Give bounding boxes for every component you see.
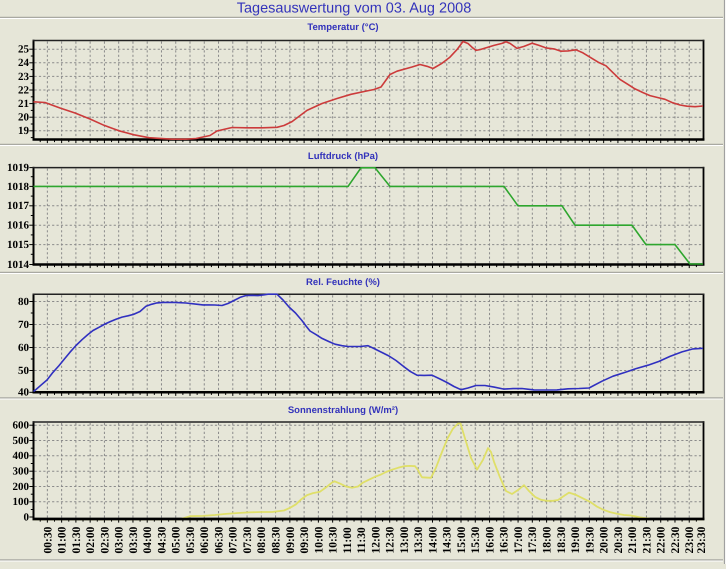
svg-text:13:00: 13:00 (399, 526, 411, 553)
svg-text:0: 0 (24, 511, 30, 523)
svg-text:600: 600 (13, 420, 30, 432)
svg-text:23:30: 23:30 (696, 526, 708, 553)
svg-text:20: 20 (18, 112, 30, 124)
svg-text:Sonnenstrahlung (W/m²): Sonnenstrahlung (W/m²) (288, 405, 398, 416)
svg-text:21: 21 (18, 98, 29, 110)
svg-text:09:30: 09:30 (299, 526, 311, 553)
svg-text:20:30: 20:30 (613, 526, 625, 553)
svg-text:1014: 1014 (7, 259, 30, 271)
svg-text:15:30: 15:30 (470, 526, 482, 553)
svg-text:16:30: 16:30 (499, 526, 511, 553)
svg-text:00:30: 00:30 (42, 526, 54, 553)
svg-text:22:00: 22:00 (656, 526, 668, 553)
svg-text:10:30: 10:30 (328, 526, 340, 553)
svg-text:04:00: 04:00 (142, 526, 154, 553)
svg-text:05:00: 05:00 (171, 526, 183, 553)
svg-text:40: 40 (18, 387, 30, 399)
svg-text:03:00: 03:00 (114, 526, 126, 553)
svg-text:100: 100 (13, 496, 30, 508)
svg-text:14:00: 14:00 (427, 526, 439, 553)
svg-text:Rel. Feuchte (%): Rel. Feuchte (%) (306, 277, 380, 288)
svg-text:25: 25 (18, 44, 30, 56)
svg-text:05:30: 05:30 (185, 526, 197, 553)
svg-text:1017: 1017 (7, 200, 30, 212)
svg-text:17:00: 17:00 (513, 526, 525, 553)
svg-text:11:30: 11:30 (356, 527, 368, 553)
svg-text:70: 70 (18, 319, 30, 331)
svg-text:200: 200 (13, 481, 30, 493)
svg-text:22: 22 (18, 84, 30, 96)
svg-text:10:00: 10:00 (313, 526, 325, 553)
svg-text:06:00: 06:00 (199, 526, 211, 553)
svg-text:500: 500 (13, 435, 30, 447)
svg-text:03:30: 03:30 (128, 526, 140, 553)
svg-text:80: 80 (18, 296, 30, 308)
svg-text:19: 19 (18, 125, 30, 137)
svg-text:06:30: 06:30 (213, 526, 225, 553)
svg-text:07:30: 07:30 (242, 526, 254, 553)
svg-text:09:00: 09:00 (285, 526, 297, 553)
svg-text:21:00: 21:00 (627, 526, 639, 553)
svg-text:22:30: 22:30 (670, 526, 682, 553)
svg-text:11:00: 11:00 (342, 527, 354, 553)
svg-text:14:30: 14:30 (442, 526, 454, 553)
svg-text:19:30: 19:30 (584, 526, 596, 553)
svg-text:01:00: 01:00 (57, 526, 69, 553)
svg-text:1016: 1016 (7, 220, 30, 232)
svg-text:02:00: 02:00 (85, 526, 97, 553)
svg-text:01:30: 01:30 (71, 526, 83, 553)
svg-text:300: 300 (13, 466, 30, 478)
svg-text:21:30: 21:30 (641, 526, 653, 553)
svg-text:1015: 1015 (7, 239, 30, 251)
svg-text:20:00: 20:00 (599, 526, 611, 553)
svg-text:23:00: 23:00 (684, 526, 696, 553)
svg-text:12:30: 12:30 (385, 526, 397, 553)
svg-text:Luftdruck (hPa): Luftdruck (hPa) (308, 151, 378, 162)
svg-text:07:00: 07:00 (228, 526, 240, 553)
svg-text:60: 60 (18, 342, 30, 354)
svg-text:02:30: 02:30 (99, 526, 111, 553)
svg-text:400: 400 (13, 450, 30, 462)
svg-text:15:00: 15:00 (456, 526, 468, 553)
svg-text:23: 23 (18, 71, 30, 83)
svg-text:08:30: 08:30 (270, 526, 282, 553)
svg-text:Tagesauswertung vom 03. Aug 20: Tagesauswertung vom 03. Aug 2008 (237, 1, 472, 17)
svg-text:1019: 1019 (7, 162, 30, 174)
svg-text:18:30: 18:30 (556, 526, 568, 553)
svg-text:17:30: 17:30 (527, 526, 539, 553)
svg-text:1018: 1018 (7, 181, 30, 193)
svg-text:12:00: 12:00 (370, 526, 382, 553)
svg-text:50: 50 (18, 365, 30, 377)
svg-text:04:30: 04:30 (156, 526, 168, 553)
svg-text:18:00: 18:00 (542, 526, 554, 553)
svg-text:08:00: 08:00 (256, 526, 268, 553)
svg-text:Temperatur (°C): Temperatur (°C) (307, 22, 378, 33)
svg-text:13:30: 13:30 (413, 526, 425, 553)
svg-text:19:00: 19:00 (570, 526, 582, 553)
svg-text:16:00: 16:00 (484, 526, 496, 553)
svg-text:24: 24 (18, 57, 30, 69)
